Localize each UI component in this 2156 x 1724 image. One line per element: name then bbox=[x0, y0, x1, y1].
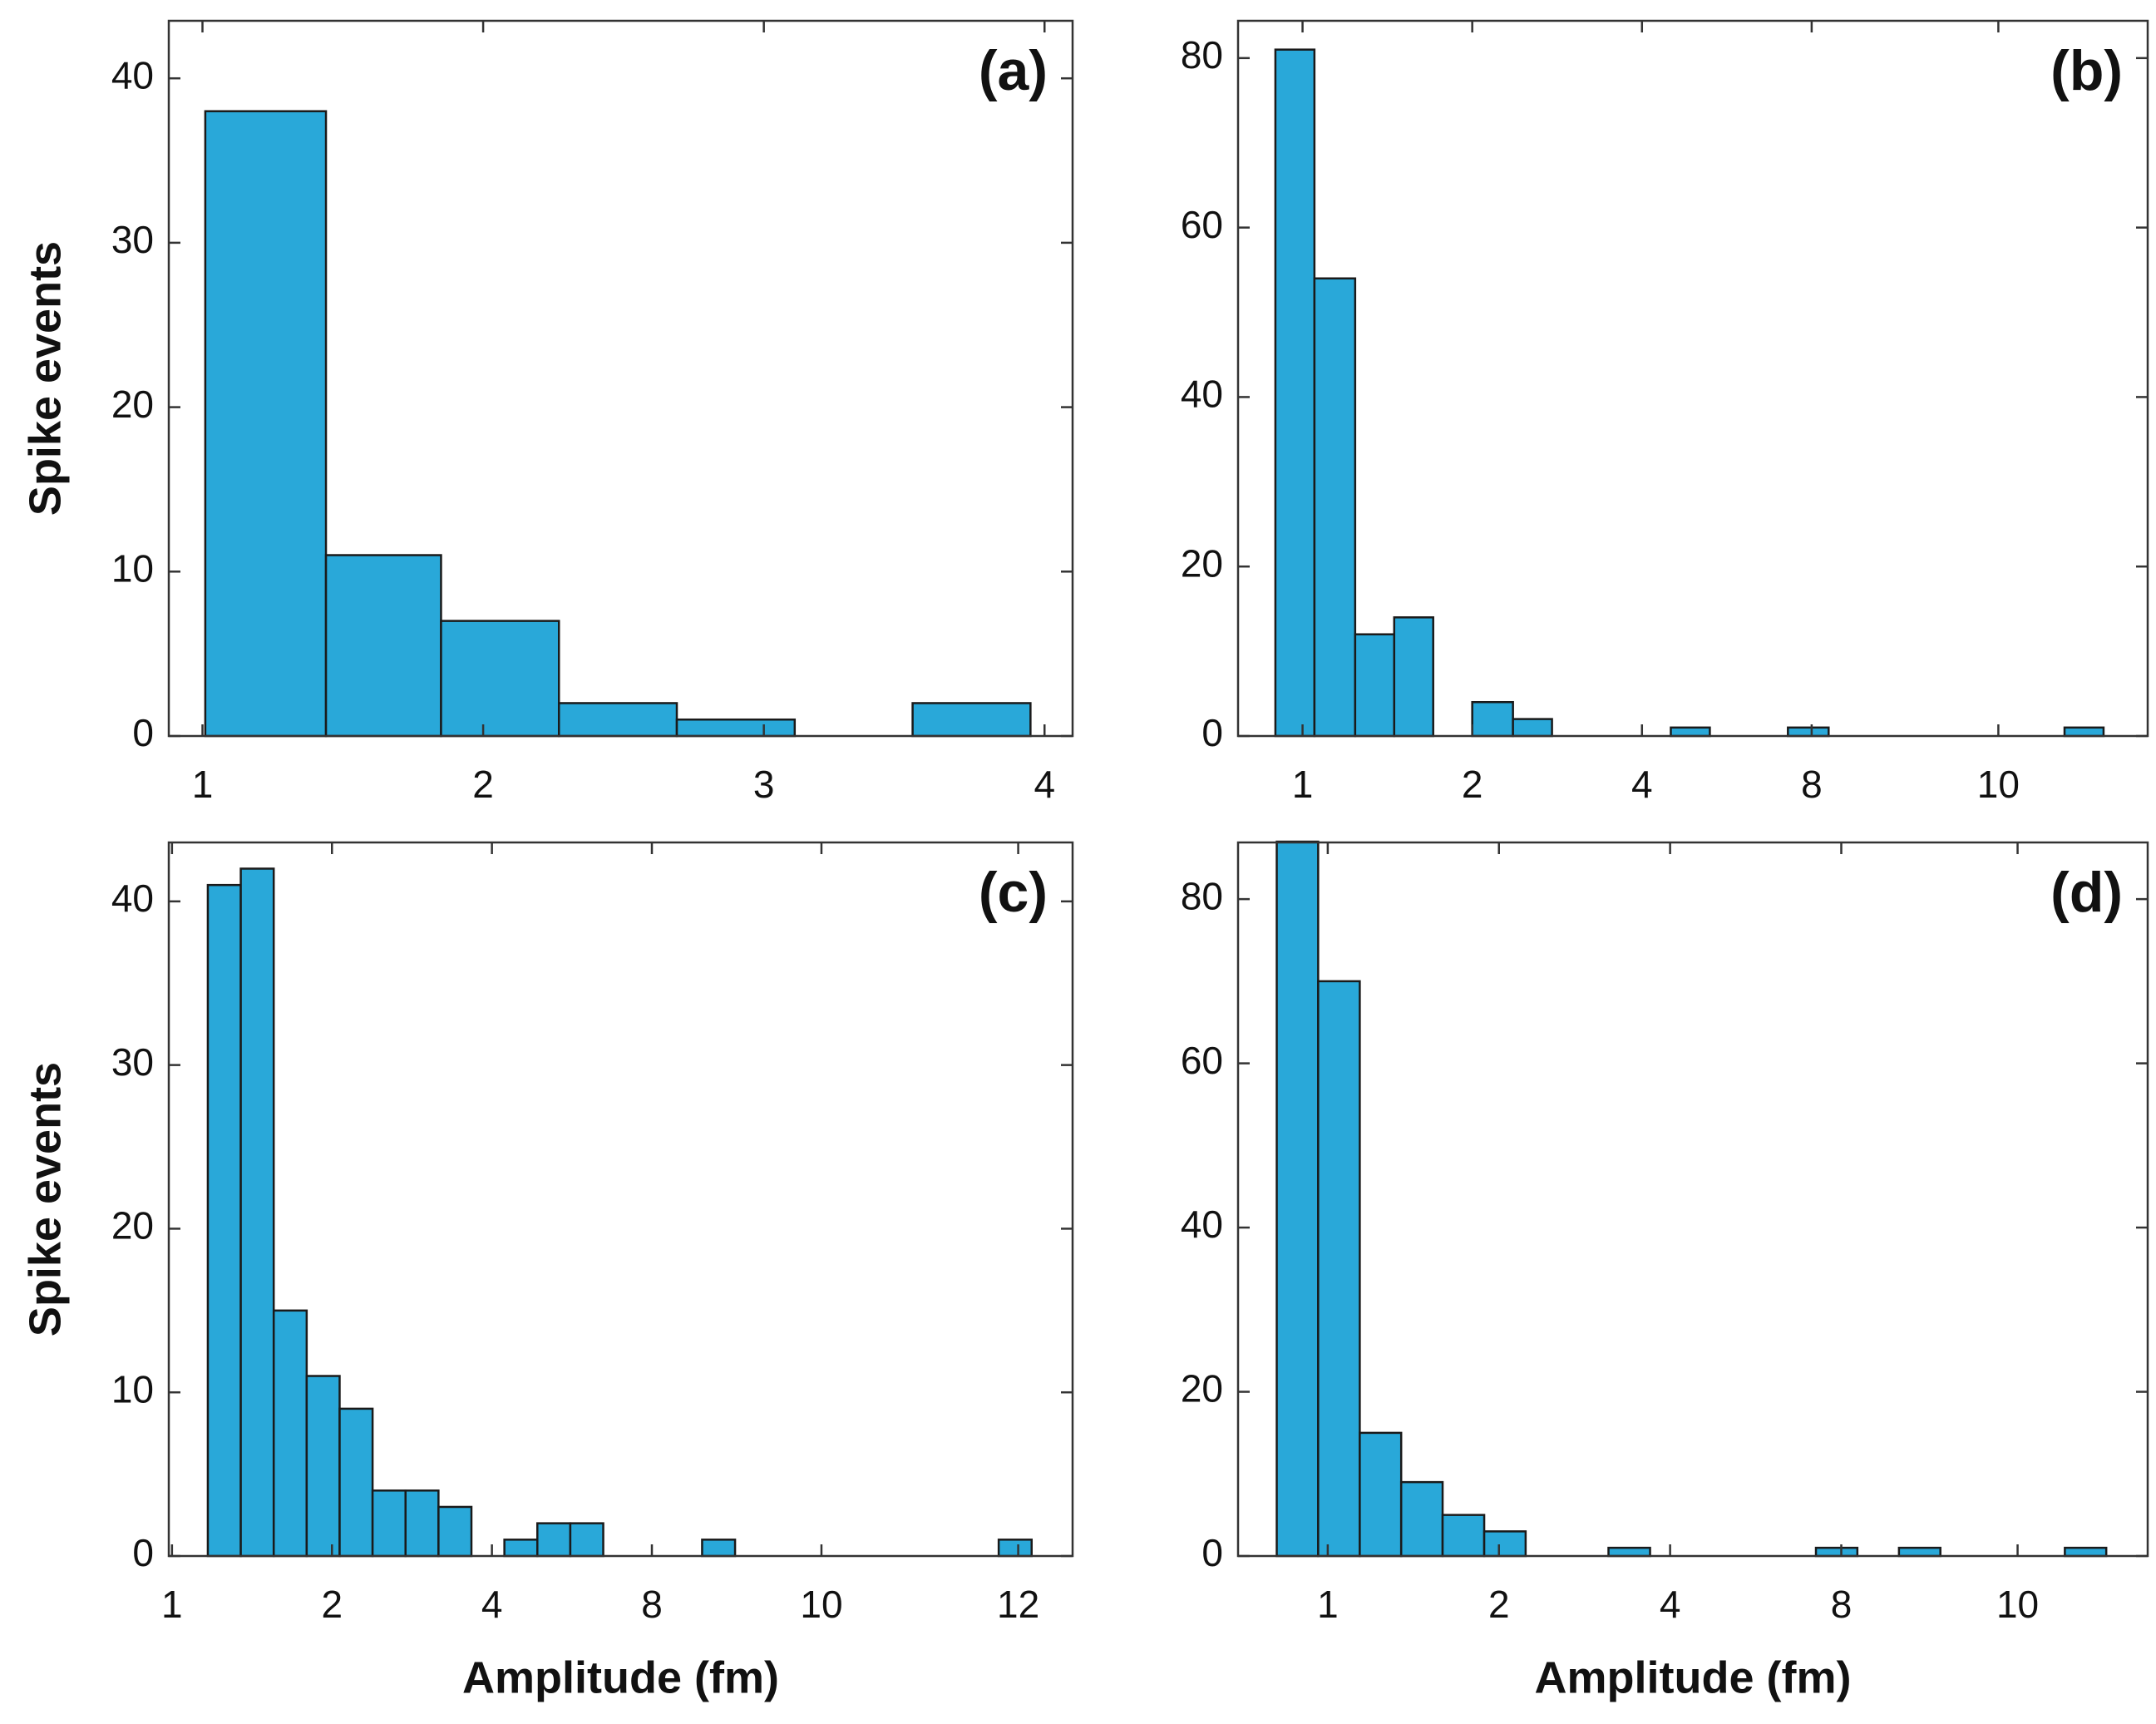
x-tick-label: 1 bbox=[192, 763, 214, 806]
x-axis-label: Amplitude (fm) bbox=[1535, 1652, 1852, 1702]
y-tick-label: 40 bbox=[111, 877, 154, 920]
bar bbox=[272, 1309, 308, 1558]
y-tick-label: 40 bbox=[1181, 373, 1223, 416]
bar bbox=[1317, 980, 1361, 1558]
y-tick-label: 0 bbox=[132, 711, 154, 754]
panel: 0 20 40 60 80 1 2 4 8 10 (d) Amplitude (fm) bbox=[1181, 840, 2149, 1702]
y-tick-label: 20 bbox=[1181, 1367, 1223, 1410]
bar bbox=[1313, 277, 1357, 738]
bar bbox=[701, 1539, 737, 1558]
y-tick-label: 80 bbox=[1181, 33, 1223, 77]
y-tick-label: 30 bbox=[111, 218, 154, 261]
x-tick-label: 2 bbox=[1462, 763, 1483, 806]
bar bbox=[2063, 726, 2105, 738]
bar bbox=[1393, 616, 1434, 738]
x-tick-label: 8 bbox=[641, 1583, 663, 1626]
bar bbox=[305, 1375, 341, 1558]
bar bbox=[1471, 700, 1514, 738]
panel-label: (b) bbox=[2050, 39, 2123, 102]
bar bbox=[239, 867, 275, 1558]
x-tick-label: 10 bbox=[1977, 763, 2020, 806]
x-tick-label: 2 bbox=[321, 1583, 343, 1626]
bar bbox=[1607, 1546, 1651, 1558]
y-tick-label: 0 bbox=[1201, 711, 1223, 754]
bar bbox=[1814, 1546, 1859, 1558]
x-tick-label: 10 bbox=[800, 1583, 842, 1626]
x-tick-label: 1 bbox=[161, 1583, 183, 1626]
x-tick-label: 10 bbox=[1996, 1583, 2039, 1626]
bar bbox=[204, 110, 328, 738]
bar bbox=[1787, 726, 1830, 738]
y-tick-label: 20 bbox=[111, 1204, 154, 1247]
y-tick-label: 40 bbox=[111, 53, 154, 96]
bar bbox=[371, 1489, 407, 1558]
y-tick-label: 30 bbox=[111, 1040, 154, 1084]
y-axis-label: Spike events bbox=[20, 241, 70, 516]
x-tick-label: 2 bbox=[472, 763, 494, 806]
y-tick-label: 0 bbox=[1201, 1531, 1223, 1574]
bar bbox=[557, 702, 678, 738]
bar bbox=[1399, 1480, 1444, 1558]
y-axis-label: Spike events bbox=[20, 1062, 70, 1336]
x-tick-label: 12 bbox=[997, 1583, 1039, 1626]
x-tick-label: 1 bbox=[1317, 1583, 1339, 1626]
panel-label: (c) bbox=[979, 861, 1048, 924]
y-tick-label: 10 bbox=[111, 1367, 154, 1410]
x-tick-label: 2 bbox=[1488, 1583, 1510, 1626]
x-tick-label: 3 bbox=[753, 763, 775, 806]
bar bbox=[1441, 1514, 1486, 1558]
panel-label: (d) bbox=[2050, 861, 2123, 924]
y-tick-label: 10 bbox=[111, 546, 154, 590]
axes-frame bbox=[1236, 841, 2149, 1558]
bar bbox=[569, 1522, 604, 1558]
x-tick-label: 4 bbox=[1660, 1583, 1681, 1626]
bar bbox=[437, 1505, 473, 1558]
x-tick-label: 1 bbox=[1292, 763, 1314, 806]
y-tick-label: 0 bbox=[132, 1531, 154, 1574]
bar bbox=[1512, 718, 1553, 738]
x-tick-label: 4 bbox=[1034, 763, 1055, 806]
bar bbox=[1670, 726, 1711, 738]
bar bbox=[1897, 1546, 1941, 1558]
y-tick-label: 60 bbox=[1181, 203, 1223, 246]
bar bbox=[675, 718, 797, 738]
bar bbox=[1359, 1431, 1403, 1558]
y-tick-label: 40 bbox=[1181, 1203, 1223, 1246]
bar bbox=[338, 1407, 374, 1558]
x-tick-label: 4 bbox=[1631, 763, 1653, 806]
y-tick-label: 80 bbox=[1181, 874, 1223, 917]
bar bbox=[536, 1522, 572, 1558]
panel: 0 10 20 30 40 1 2 3 4 (a) Spike events bbox=[20, 19, 1074, 806]
bar bbox=[1354, 633, 1396, 738]
x-tick-label: 8 bbox=[1831, 1583, 1853, 1626]
bar bbox=[404, 1489, 440, 1558]
axes-frame bbox=[167, 19, 1074, 738]
bar bbox=[324, 554, 442, 738]
bar bbox=[503, 1539, 539, 1558]
bar bbox=[1274, 48, 1316, 738]
x-tick-label: 4 bbox=[481, 1583, 503, 1626]
bar bbox=[2064, 1546, 2108, 1558]
y-tick-label: 60 bbox=[1181, 1039, 1223, 1082]
bar bbox=[997, 1539, 1033, 1558]
axes-frame bbox=[1236, 19, 2149, 738]
x-axis-label: Amplitude (fm) bbox=[462, 1652, 779, 1702]
panel: 0 20 40 60 80 1 2 4 8 10 (b) bbox=[1181, 19, 2149, 806]
y-tick-label: 20 bbox=[111, 383, 154, 426]
bar bbox=[1483, 1530, 1527, 1558]
y-tick-label: 20 bbox=[1181, 541, 1223, 585]
x-tick-label: 8 bbox=[1801, 763, 1823, 806]
bar bbox=[206, 883, 242, 1558]
bar bbox=[911, 702, 1032, 738]
bar bbox=[440, 620, 560, 738]
bar bbox=[1275, 840, 1320, 1558]
axes-frame bbox=[167, 841, 1074, 1558]
panel-label: (a) bbox=[979, 39, 1048, 102]
